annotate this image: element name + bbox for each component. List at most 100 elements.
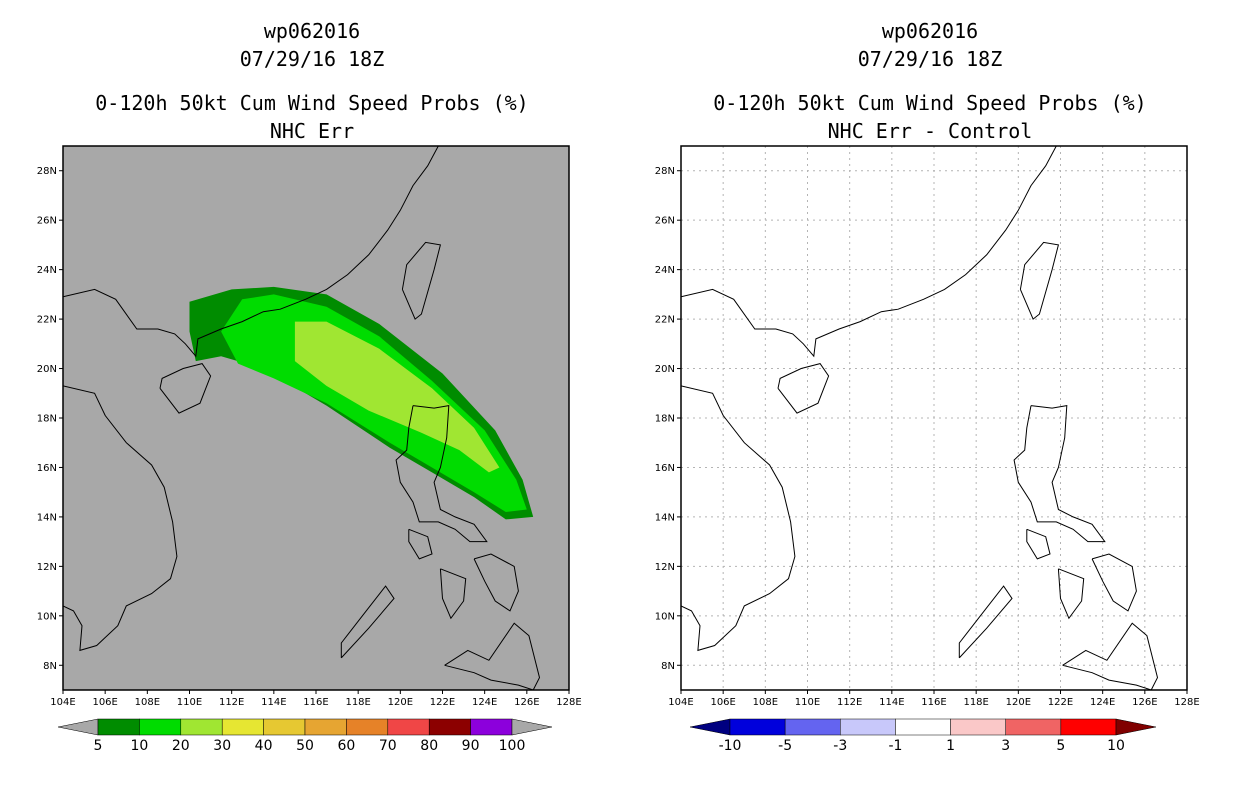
coastline (63, 385, 178, 652)
y-tick-label: 28N (37, 166, 57, 177)
x-tick-label: 108E (135, 697, 160, 708)
coastline (408, 528, 433, 560)
y-tick-label: 18N (37, 414, 57, 425)
left-map-background (63, 146, 569, 690)
coastline (395, 405, 488, 543)
y-tick-label: 24N (655, 265, 675, 276)
colorbar-swatch (180, 718, 223, 736)
coastline (473, 553, 519, 612)
y-tick-label: 22N (655, 315, 675, 326)
colorbar-label: 5 (94, 738, 103, 754)
x-tick-label: 112E (219, 697, 244, 708)
y-tick-label: 16N (655, 463, 675, 474)
colorbar-label: 10 (1107, 738, 1125, 754)
colorbar-swatch (784, 718, 841, 736)
x-tick-label: 112E (837, 697, 862, 708)
y-tick-label: 8N (43, 661, 57, 672)
x-tick-label: 126E (514, 697, 539, 708)
left-datetime: 07/29/16 18Z (239, 47, 385, 71)
colorbar-high-arrow (511, 718, 553, 736)
y-tick-label: 8N (661, 661, 675, 672)
coastline (159, 363, 212, 414)
x-tick-label: 110E (795, 697, 820, 708)
coastline (63, 146, 439, 358)
y-tick-label: 16N (37, 463, 57, 474)
colorbar-high-arrow (1115, 718, 1157, 736)
y-tick-label: 28N (655, 166, 675, 177)
colorbar-label: 70 (379, 738, 397, 754)
colorbar-swatch (346, 718, 389, 736)
coastline (1091, 553, 1137, 612)
x-tick-label: 104E (668, 697, 693, 708)
colorbar-label: 30 (213, 738, 231, 754)
coastline (340, 585, 395, 659)
probability-swath-20-30 (294, 321, 500, 473)
colorbar-swatch (97, 718, 140, 736)
x-tick-label: 118E (963, 697, 988, 708)
x-tick-label: 114E (261, 697, 286, 708)
colorbar-swatch (1005, 718, 1062, 736)
right-chart-title: 0-120h 50kt Cum Wind Speed Probs (%) (713, 91, 1147, 115)
y-tick-label: 12N (37, 562, 57, 573)
x-tick-label: 104E (50, 697, 75, 708)
colorbar-label: 10 (130, 738, 148, 754)
coastline (777, 363, 830, 414)
colorbar-swatch (1060, 718, 1117, 736)
coastline (1019, 241, 1060, 320)
x-tick-label: 106E (710, 697, 735, 708)
left-chart-subtitle: NHC Err (269, 119, 355, 143)
colorbar-label: 1 (946, 738, 955, 754)
x-tick-label: 120E (1006, 697, 1031, 708)
colorbar-label: 100 (499, 738, 526, 754)
colorbar-label: 20 (172, 738, 190, 754)
colorbar-swatch (950, 718, 1006, 736)
colorbar-label: 3 (1001, 738, 1010, 754)
colorbar-label: -3 (833, 738, 847, 754)
colorbar-swatch (840, 718, 896, 736)
x-tick-label: 128E (1174, 697, 1199, 708)
x-tick-label: 108E (753, 697, 778, 708)
y-tick-label: 24N (37, 265, 57, 276)
y-tick-label: 20N (37, 364, 57, 375)
coastline (401, 241, 442, 320)
y-tick-label: 10N (37, 611, 57, 622)
x-tick-label: 110E (177, 697, 202, 708)
y-tick-label: 22N (37, 315, 57, 326)
colorbar-swatch (139, 718, 182, 736)
colorbar-swatch (263, 718, 306, 736)
right-datetime: 07/29/16 18Z (857, 47, 1003, 71)
y-tick-label: 14N (655, 512, 675, 523)
colorbar-low-arrow (689, 718, 731, 736)
colorbar-label: -10 (719, 738, 742, 754)
y-tick-label: 18N (655, 414, 675, 425)
coastline (1013, 405, 1106, 543)
colorbar-swatch (387, 718, 430, 736)
colorbar-label: 90 (462, 738, 480, 754)
colorbar-label: 60 (337, 738, 355, 754)
colorbar-swatch (470, 718, 513, 736)
x-tick-label: 116E (303, 697, 328, 708)
y-tick-label: 10N (655, 611, 675, 622)
coastline (681, 146, 1057, 358)
coastline (1026, 528, 1051, 560)
colorbar-low-arrow (57, 718, 99, 736)
x-tick-label: 122E (1048, 697, 1073, 708)
colorbar-label: 5 (1056, 738, 1065, 754)
colorbar-label: 80 (420, 738, 438, 754)
x-tick-label: 126E (1132, 697, 1157, 708)
left-chart-title: 0-120h 50kt Cum Wind Speed Probs (%) (95, 91, 529, 115)
y-tick-label: 26N (37, 216, 57, 227)
coastline (444, 622, 541, 690)
x-tick-label: 128E (556, 697, 581, 708)
right-storm-id: wp062016 (881, 19, 979, 43)
colorbar-swatch (304, 718, 347, 736)
colorbar-swatch (221, 718, 264, 736)
coastline (958, 585, 1013, 659)
coastline (1057, 568, 1085, 620)
y-tick-label: 14N (37, 512, 57, 523)
x-tick-label: 114E (879, 697, 904, 708)
colorbar-label: -5 (778, 738, 792, 754)
colorbar-swatch (895, 718, 951, 736)
y-tick-label: 12N (655, 562, 675, 573)
